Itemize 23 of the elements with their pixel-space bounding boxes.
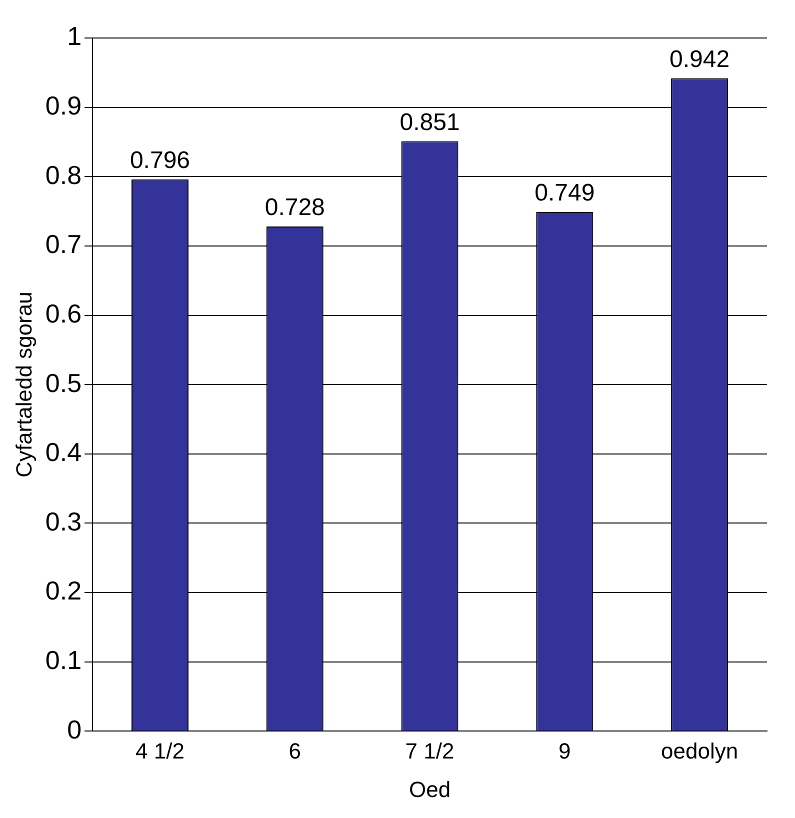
y-tick-label: 0.6 xyxy=(45,298,82,328)
x-tick-label: oedolyn xyxy=(661,738,738,764)
data-label: 0.851 xyxy=(400,108,460,136)
y-tick-label: 0.9 xyxy=(45,90,82,120)
x-tick-label: 9 xyxy=(558,738,571,764)
data-label: 0.728 xyxy=(264,194,325,222)
y-tick-label: 0.1 xyxy=(45,645,82,676)
x-tick-label: 7 1/2 xyxy=(405,738,454,764)
data-label: 0.796 xyxy=(130,147,190,174)
y-tick-label: 0.8 xyxy=(45,160,82,190)
y-tick-label: 0.7 xyxy=(45,229,82,260)
y-tick-label: 0.3 xyxy=(45,506,82,536)
data-label: 0.749 xyxy=(534,180,595,207)
y-axis-title: Cyfartaledd sgorau xyxy=(11,292,36,478)
y-tick-label: 0.2 xyxy=(45,576,82,606)
y-tick-label: 0.5 xyxy=(45,368,82,398)
y-tick-label: 0.4 xyxy=(45,437,82,468)
x-axis-title: Oed xyxy=(408,776,451,802)
x-tick-label: 4 1/2 xyxy=(136,738,184,764)
y-tick-label: 0 xyxy=(67,714,82,744)
x-tick-label: 6 xyxy=(288,738,302,764)
y-tick-label: 1 xyxy=(67,21,82,52)
data-label: 0.942 xyxy=(670,46,730,73)
